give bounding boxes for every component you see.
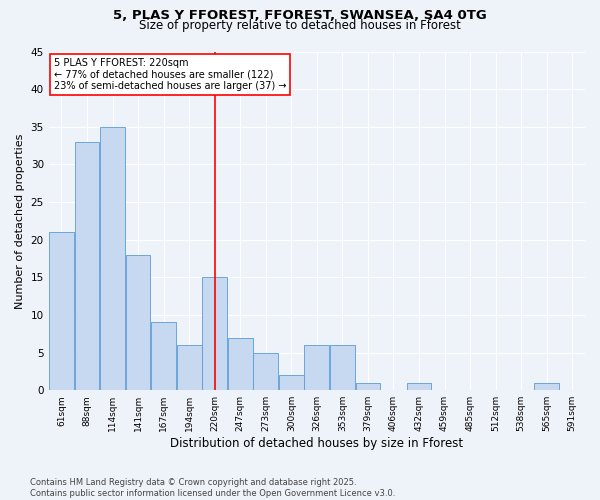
X-axis label: Distribution of detached houses by size in Fforest: Distribution of detached houses by size … [170,437,463,450]
Y-axis label: Number of detached properties: Number of detached properties [15,133,25,308]
Bar [330,345,355,390]
Bar [177,345,202,390]
Text: 5, PLAS Y FFOREST, FFOREST, SWANSEA, SA4 0TG: 5, PLAS Y FFOREST, FFOREST, SWANSEA, SA4… [113,9,487,22]
Bar [253,352,278,390]
Bar [151,322,176,390]
Bar [407,382,431,390]
Bar [74,142,100,390]
Bar [49,232,74,390]
Bar [304,345,329,390]
Bar [202,278,227,390]
Text: 5 PLAS Y FFOREST: 220sqm
← 77% of detached houses are smaller (122)
23% of semi-: 5 PLAS Y FFOREST: 220sqm ← 77% of detach… [54,58,286,90]
Text: Contains HM Land Registry data © Crown copyright and database right 2025.
Contai: Contains HM Land Registry data © Crown c… [30,478,395,498]
Bar [100,127,125,390]
Bar [535,382,559,390]
Bar [279,375,304,390]
Bar [356,382,380,390]
Text: Size of property relative to detached houses in Fforest: Size of property relative to detached ho… [139,18,461,32]
Bar [228,338,253,390]
Bar [125,254,151,390]
